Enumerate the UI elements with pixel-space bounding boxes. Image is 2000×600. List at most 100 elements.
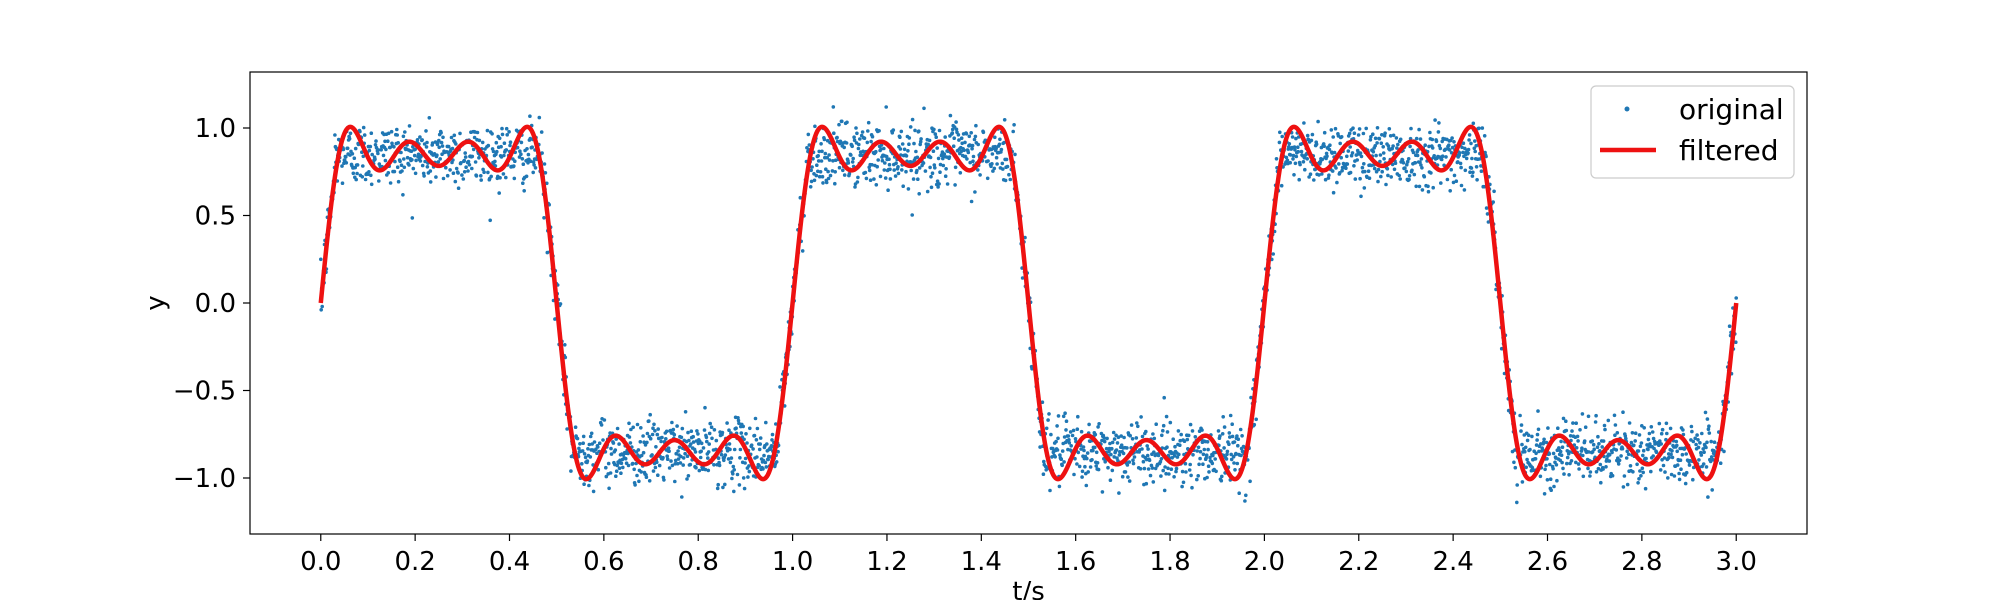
scatter-point: [707, 431, 712, 436]
scatter-point: [545, 250, 550, 255]
scatter-point: [636, 448, 641, 452]
scatter-point: [866, 129, 870, 133]
scatter-point: [1153, 466, 1158, 471]
scatter-point: [1617, 458, 1622, 463]
filtered-line: [318, 124, 1739, 482]
scatter-point: [1375, 141, 1379, 145]
scatter-point: [537, 115, 542, 120]
scatter-point: [1447, 148, 1452, 152]
scatter-point: [1291, 153, 1296, 158]
scatter-point: [736, 418, 741, 423]
scatter-point: [1219, 478, 1224, 483]
scatter-point: [708, 421, 712, 426]
scatter-point: [609, 446, 613, 451]
scatter-point: [1104, 446, 1109, 451]
scatter-point: [1293, 161, 1298, 166]
scatter-point: [462, 170, 467, 174]
scatter-point: [1346, 149, 1351, 153]
scatter-point: [1235, 434, 1239, 438]
scatter-point: [360, 175, 365, 179]
scatter-point: [425, 165, 430, 169]
scatter-point: [396, 179, 401, 184]
scatter-point: [1467, 138, 1471, 142]
scatter-point: [1151, 480, 1156, 484]
scatter-point: [702, 428, 707, 432]
scatter-point: [405, 155, 410, 160]
scatter-point: [1081, 445, 1086, 449]
scatter-point: [1333, 126, 1338, 131]
scatter-point: [1197, 462, 1201, 467]
scatter-point: [953, 183, 957, 187]
scatter-point: [958, 171, 963, 175]
scatter-point: [1376, 167, 1381, 172]
scatter-point: [1110, 468, 1115, 473]
scatter-point: [806, 132, 811, 137]
scatter-point: [1464, 156, 1469, 161]
scatter-point: [1538, 474, 1543, 479]
scatter-point: [964, 132, 969, 136]
scatter-point: [1174, 469, 1178, 474]
scatter-point: [392, 169, 397, 174]
scatter-point: [1095, 461, 1100, 465]
scatter-point: [1623, 434, 1628, 438]
scatter-point: [1330, 169, 1335, 173]
scatter-point: [1393, 161, 1398, 165]
scatter-point: [1355, 158, 1359, 162]
scatter-point: [908, 125, 913, 129]
scatter-point: [703, 405, 707, 410]
scatter-point: [1420, 188, 1425, 192]
scatter-point: [825, 155, 829, 160]
scatter-point: [1064, 419, 1069, 424]
scatter-point: [369, 173, 373, 178]
scatter-point: [1564, 419, 1568, 424]
scatter-point: [660, 435, 664, 440]
scatter-point: [1636, 481, 1640, 485]
scatter-point: [1013, 152, 1017, 157]
scatter-point: [827, 158, 832, 162]
scatter-point: [427, 116, 432, 120]
scatter-point: [1482, 134, 1487, 138]
scatter-point: [1159, 474, 1163, 478]
scatter-point: [830, 169, 835, 173]
scatter-point: [383, 139, 387, 144]
scatter-point: [1418, 137, 1423, 141]
scatter-point: [1191, 453, 1195, 457]
scatter-point: [1415, 153, 1420, 158]
scatter-point: [674, 451, 678, 456]
scatter-point: [1047, 412, 1051, 416]
scatter-point: [901, 184, 905, 188]
scatter-point: [656, 473, 660, 478]
scatter-point: [1579, 449, 1584, 453]
scatter-point: [1012, 123, 1016, 127]
scatter-point: [617, 466, 622, 471]
scatter-point: [1083, 464, 1087, 469]
scatter-point: [1583, 425, 1588, 430]
scatter-point: [1150, 466, 1155, 470]
scatter-point: [764, 465, 769, 469]
scatter-point: [728, 460, 733, 465]
scatter-point: [670, 463, 675, 468]
scatter-point: [1159, 457, 1164, 461]
scatter-point: [667, 466, 672, 470]
scatter-point: [917, 129, 921, 133]
scatter-point: [615, 426, 620, 431]
scatter-point: [1232, 440, 1237, 444]
scatter-point: [1398, 177, 1402, 181]
scatter-point: [1278, 130, 1282, 135]
scatter-point: [1396, 142, 1400, 147]
scatter-point: [837, 165, 842, 170]
scatter-point: [1436, 130, 1441, 134]
scatter-point: [449, 135, 454, 140]
scatter-point: [704, 435, 709, 440]
scatter-point: [1152, 436, 1157, 441]
scatter-point: [1005, 164, 1010, 169]
scatter-point: [1679, 467, 1683, 472]
scatter-point: [654, 445, 658, 449]
scatter-point: [1139, 415, 1143, 419]
scatter-point: [951, 144, 956, 148]
scatter-point: [933, 132, 938, 136]
scatter-point: [1352, 164, 1356, 168]
scatter-point: [1196, 445, 1201, 450]
scatter-point: [1171, 437, 1175, 442]
